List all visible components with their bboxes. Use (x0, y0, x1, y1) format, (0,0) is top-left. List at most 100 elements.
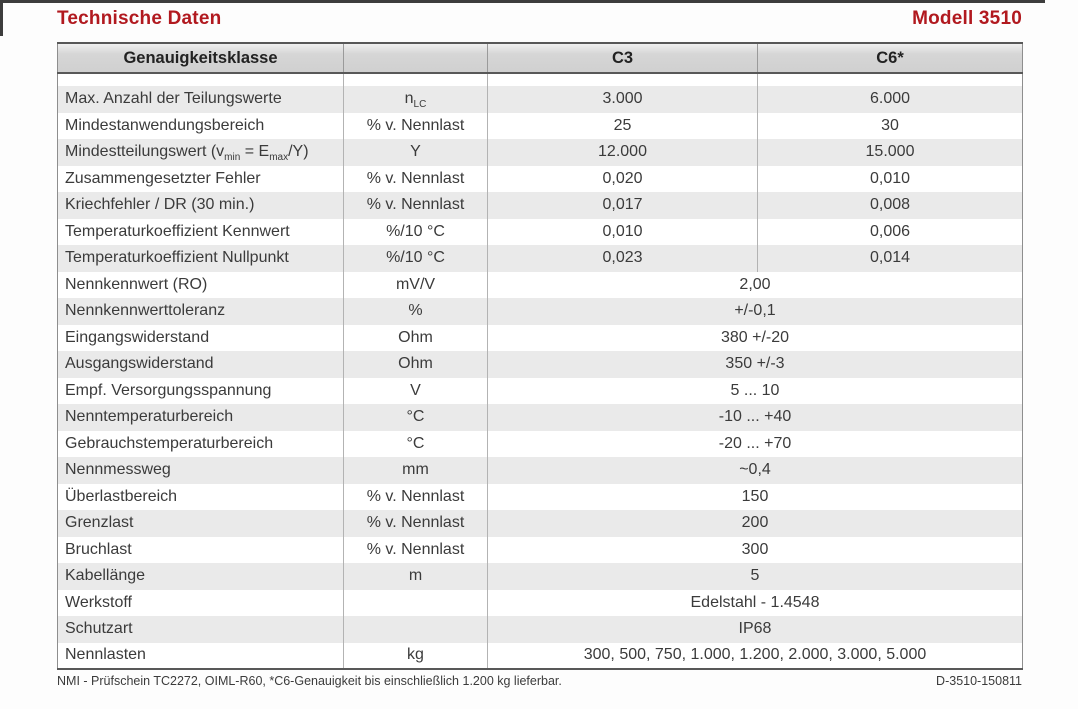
unit-cell: mm (343, 457, 488, 484)
spec-label-cell: Ausgangswiderstand (57, 351, 344, 378)
document-id: D-3510-150811 (936, 674, 1022, 688)
unit-cell (343, 616, 488, 643)
table-row: Kriechfehler / DR (30 min.)% v. Nennlast… (57, 192, 1023, 219)
merged-value-cell: 300, 500, 750, 1.000, 1.200, 2.000, 3.00… (487, 642, 1023, 670)
column-header-genauigkeitsklasse: Genauigkeitsklasse (57, 42, 344, 74)
table-row: Überlastbereich% v. Nennlast 150 (57, 483, 1023, 510)
unit-cell: Ohm (343, 324, 488, 351)
unit-cell: % (343, 298, 488, 325)
c6-value-cell: 0,008 (757, 192, 1023, 219)
technical-data-table: Genauigkeitsklasse C3 C6* Max. Anzahl de… (57, 42, 1023, 670)
table-row: Mindestanwendungsbereich% v. Nennlast 25 3… (57, 112, 1023, 139)
table-row: Temperaturkoeffizient Nullpunkt %/10 °C 0,… (57, 245, 1023, 272)
spec-label-cell: Mindestanwendungsbereich (57, 112, 344, 139)
table-row: Empf. Versorgungsspannung V 5 ... 10 (57, 377, 1023, 404)
spec-label-cell: Eingangswiderstand (57, 324, 344, 351)
document-header: Technische Daten Modell 3510 (57, 8, 1022, 30)
c6-value-cell: 6.000 (757, 86, 1023, 113)
spec-label-cell: Bruchlast (57, 536, 344, 563)
spec-label-cell: Nennlasten (57, 642, 344, 670)
unit-cell: m (343, 563, 488, 590)
merged-value-cell: 5 (487, 563, 1023, 590)
table-row: Nenntemperaturbereich °C -10 ... +40 (57, 404, 1023, 431)
c3-value-cell: 25 (487, 112, 758, 139)
page-title: Technische Daten (57, 8, 222, 29)
merged-value-cell: +/-0,1 (487, 298, 1023, 325)
spec-label-cell: Überlastbereich (57, 483, 344, 510)
document-footer: NMI - Prüfschein TC2272, OIML-R60, *C6-G… (57, 674, 1022, 688)
column-header-unit (343, 42, 488, 74)
spec-label-cell: Nennkennwerttoleranz (57, 298, 344, 325)
spec-label-cell: Nennmessweg (57, 457, 344, 484)
merged-value-cell: Edelstahl - 1.4548 (487, 589, 1023, 616)
spec-label-cell: Mindestteilungswert (vmin = Emax/Y) (57, 139, 344, 166)
table-row: Nennmessweg mm ~0,4 (57, 457, 1023, 484)
spec-label-cell: Empf. Versorgungsspannung (57, 377, 344, 404)
table-row: Nennkennwert (RO) mV/V 2,00 (57, 271, 1023, 298)
merged-value-cell: -10 ... +40 (487, 404, 1023, 431)
merged-value-cell: 380 +/-20 (487, 324, 1023, 351)
merged-value-cell: 200 (487, 510, 1023, 537)
unit-cell: %/10 °C (343, 218, 488, 245)
spec-label-cell: Schutzart (57, 616, 344, 643)
spec-label-cell: Kriechfehler / DR (30 min.) (57, 192, 344, 219)
table-row: Grenzlast% v. Nennlast 200 (57, 510, 1023, 537)
spec-label-cell: Grenzlast (57, 510, 344, 537)
table-row: Mindestteilungswert (vmin = Emax/Y) Y 12.0… (57, 139, 1023, 166)
spec-label-cell: Kabellänge (57, 563, 344, 590)
merged-value-cell: ~0,4 (487, 457, 1023, 484)
unit-cell: V (343, 377, 488, 404)
unit-cell: % v. Nennlast (343, 536, 488, 563)
merged-value-cell: 2,00 (487, 271, 1023, 298)
spec-label-cell: Temperaturkoeffizient Nullpunkt (57, 245, 344, 272)
page-edge-top-artifact (0, 0, 1045, 3)
column-header-c3: C3 (487, 42, 758, 74)
unit-cell: % v. Nennlast (343, 165, 488, 192)
table-row: Max. Anzahl der Teilungswerte nLC 3.000 6.0… (57, 86, 1023, 113)
c3-value-cell: 0,017 (487, 192, 758, 219)
model-label: Modell 3510 (912, 8, 1022, 29)
unit-cell: Ohm (343, 351, 488, 378)
unit-cell: Y (343, 139, 488, 166)
table-row: Nennlasten kg 300, 500, 750, 1.000, 1.200,… (57, 642, 1023, 670)
unit-cell: nLC (343, 86, 488, 113)
spec-label-cell: Max. Anzahl der Teilungswerte (57, 86, 344, 113)
column-header-c6: C6* (757, 42, 1023, 74)
spec-label-cell: Werkstoff (57, 589, 344, 616)
page-edge-left-artifact (0, 0, 3, 36)
c3-value-cell: 0,010 (487, 218, 758, 245)
c3-value-cell: 0,020 (487, 165, 758, 192)
spec-label-cell: Gebrauchstemperaturbereich (57, 430, 344, 457)
unit-cell: %/10 °C (343, 245, 488, 272)
table-row: Nennkennwerttoleranz% +/-0,1 (57, 298, 1023, 325)
table-row: Eingangswiderstand Ohm 380 +/-20 (57, 324, 1023, 351)
c6-value-cell: 0,006 (757, 218, 1023, 245)
spacer-row (57, 73, 1023, 86)
table-header-row: Genauigkeitsklasse C3 C6* (57, 42, 1023, 74)
spec-label-cell: Nennkennwert (RO) (57, 271, 344, 298)
table-row: Temperaturkoeffizient Kennwert %/10 °C 0,0… (57, 218, 1023, 245)
table-row: Zusammengesetzter Fehler% v. Nennlast 0,0… (57, 165, 1023, 192)
merged-value-cell: 300 (487, 536, 1023, 563)
table-row: Werkstoff Edelstahl - 1.4548 (57, 589, 1023, 616)
unit-cell: kg (343, 642, 488, 670)
spec-label-cell: Zusammengesetzter Fehler (57, 165, 344, 192)
table-row: Kabellänge m 5 (57, 563, 1023, 590)
spec-label-cell: Nenntemperaturbereich (57, 404, 344, 431)
table-row: Ausgangswiderstand Ohm 350 +/-3 (57, 351, 1023, 378)
c3-value-cell: 12.000 (487, 139, 758, 166)
unit-cell: % v. Nennlast (343, 483, 488, 510)
unit-cell: mV/V (343, 271, 488, 298)
unit-cell: % v. Nennlast (343, 112, 488, 139)
c6-value-cell: 0,014 (757, 245, 1023, 272)
table-row: Schutzart IP68 (57, 616, 1023, 643)
spec-label-cell: Temperaturkoeffizient Kennwert (57, 218, 344, 245)
unit-cell: °C (343, 404, 488, 431)
unit-cell: °C (343, 430, 488, 457)
merged-value-cell: 5 ... 10 (487, 377, 1023, 404)
merged-value-cell: IP68 (487, 616, 1023, 643)
unit-cell: % v. Nennlast (343, 510, 488, 537)
c3-value-cell: 3.000 (487, 86, 758, 113)
unit-cell (343, 589, 488, 616)
